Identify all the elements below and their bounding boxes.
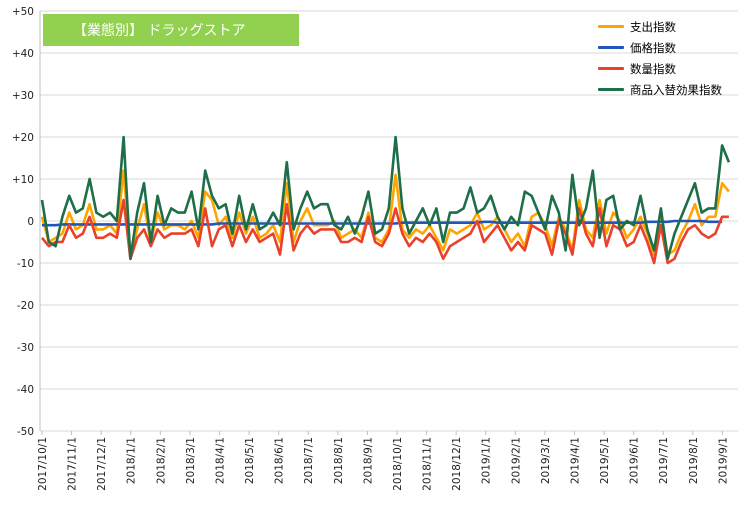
- x-tick-label: 2019/7/1: [658, 437, 670, 484]
- x-tick-label: 2017/12/1: [96, 437, 108, 491]
- x-tick-label: 2019/1/1: [481, 437, 493, 484]
- legend: 支出指数 価格指数 数量指数 商品入替効果指数: [598, 16, 722, 100]
- legend-swatch-product-replacement: [598, 88, 624, 91]
- x-tick-label: 2019/4/1: [569, 437, 581, 484]
- x-tick-label: 2019/8/1: [688, 437, 700, 484]
- legend-label-expenditure: 支出指数: [630, 19, 676, 34]
- y-tick-label: +20: [12, 132, 34, 144]
- series-quantity-line: [40, 198, 729, 265]
- legend-label-product-replacement: 商品入替効果指数: [630, 82, 722, 97]
- legend-swatch-price: [598, 46, 624, 49]
- y-tick-label: -20: [17, 300, 34, 312]
- legend-label-quantity: 数量指数: [630, 61, 676, 76]
- x-tick-label: 2018/6/1: [274, 437, 286, 484]
- x-tick-label: 2017/11/1: [67, 437, 79, 491]
- series-price-line: [42, 219, 723, 227]
- y-tick-label: -10: [17, 258, 34, 270]
- chart-title: 【業態別】 ドラッグストア: [73, 23, 246, 39]
- x-tick-label: 2018/4/1: [214, 437, 226, 484]
- x-tick-label: 2017/10/1: [37, 437, 49, 491]
- x-tick-label: 2018/11/1: [422, 437, 434, 491]
- legend-item-product-replacement: 商品入替効果指数: [598, 79, 722, 100]
- legend-swatch-expenditure: [598, 25, 624, 28]
- y-axis-ticks: +50 +40 +30 +20 +10 0 -10 -20 -30 -40 -50: [12, 6, 34, 438]
- x-tick-label: 2019/2/1: [510, 437, 522, 484]
- chart-title-box: 【業態別】 ドラッグストア: [43, 14, 299, 46]
- y-tick-label: +10: [12, 174, 34, 186]
- series-lines: [40, 135, 731, 265]
- legend-item-quantity: 数量指数: [598, 58, 722, 79]
- x-tick-label: 2018/7/1: [303, 437, 315, 484]
- legend-swatch-quantity: [598, 67, 624, 70]
- x-tick-label: 2019/9/1: [717, 437, 729, 484]
- y-tick-label: +30: [12, 90, 34, 102]
- legend-item-price: 価格指数: [598, 37, 722, 58]
- x-tick-label: 2018/8/1: [333, 437, 345, 484]
- series-product-replacement-line: [40, 135, 731, 261]
- legend-item-expenditure: 支出指数: [598, 16, 722, 37]
- y-tick-label: -50: [17, 426, 34, 438]
- y-tick-label: -40: [17, 384, 34, 396]
- x-tick-label: 2018/5/1: [244, 437, 256, 484]
- y-tick-label: 0: [27, 216, 34, 228]
- x-tick-label: 2018/12/1: [451, 437, 463, 491]
- y-tick-label: -30: [17, 342, 34, 354]
- y-tick-label: +40: [12, 48, 34, 60]
- x-tick-label: 2019/5/1: [599, 437, 611, 484]
- x-tick-label: 2018/9/1: [362, 437, 374, 484]
- series-expenditure-line: [40, 169, 730, 256]
- x-tick-label: 2018/2/1: [155, 437, 167, 484]
- y-tick-label: +50: [12, 6, 34, 18]
- x-tick-label: 2019/6/1: [629, 437, 641, 484]
- x-tick-label: 2018/3/1: [185, 437, 197, 484]
- x-axis-ticks: 2017/10/1 2017/11/1 2017/12/1 2018/1/1 2018/…: [37, 431, 729, 491]
- x-tick-label: 2019/3/1: [540, 437, 552, 484]
- x-tick-label: 2018/10/1: [392, 437, 404, 491]
- legend-label-price: 価格指数: [630, 40, 676, 55]
- x-tick-label: 2018/1/1: [126, 437, 138, 484]
